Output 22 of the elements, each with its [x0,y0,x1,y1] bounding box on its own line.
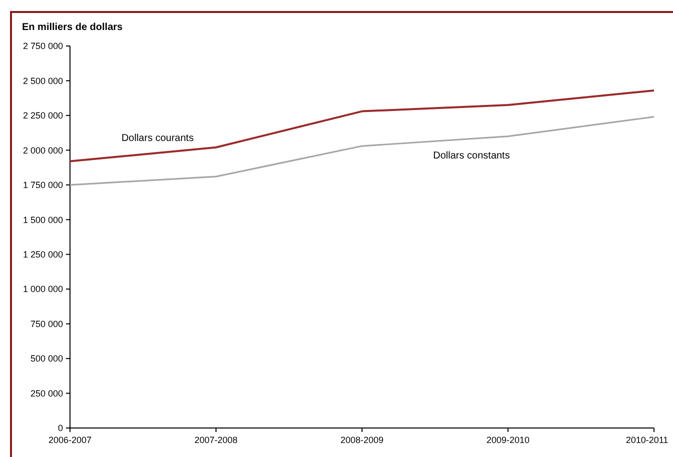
x-tick-label: 2010-2011 [626,435,668,445]
y-tick-label: 2 250 000 [22,110,63,121]
series-label: Dollars courants [121,132,194,144]
x-tick-label: 2008-2009 [340,435,384,445]
y-tick-label: 2 000 000 [22,145,63,156]
x-tick-label: 2006-2007 [48,435,92,445]
y-tick-label: 2 750 000 [22,41,63,52]
x-tick-label: 2007-2008 [194,435,238,445]
y-tick-label: 1 750 000 [22,180,63,190]
y-tick-label: 1 250 000 [22,250,63,260]
y-tick-label: 1 000 000 [22,284,63,294]
y-tick-label: 500 000 [30,354,63,364]
y-tick-label: 1 500 000 [22,214,63,225]
line-series [69,116,655,186]
y-axis-title: En milliers de dollars [22,22,124,33]
x-tick-label: 2009-2010 [486,435,530,445]
y-tick-label: 0 [58,423,63,434]
y-tick-label: 750 000 [30,318,63,329]
line-series [69,89,655,162]
series-label: Dollars constants [433,150,510,162]
y-tick-label: 250 000 [30,388,63,398]
y-tick-label: 2 500 000 [22,76,63,86]
